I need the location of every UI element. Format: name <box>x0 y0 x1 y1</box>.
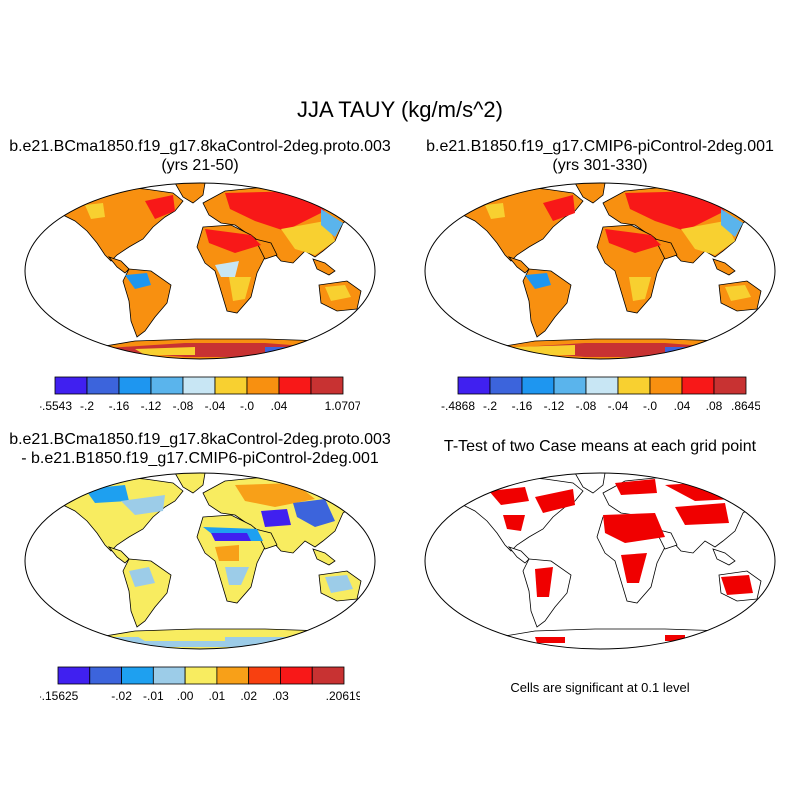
colorbar-swatch <box>54 376 88 395</box>
colorbar-swatch <box>214 376 248 395</box>
colorbar-swatch <box>280 666 313 685</box>
colorbar-swatch <box>150 376 184 395</box>
difference-colorbar: -.15625 -.02 -.01 .00 .01 .02 .03 .20619 <box>40 666 360 703</box>
colorbar-swatch <box>89 666 122 685</box>
colorbar-tick-label: .03 <box>272 689 289 703</box>
colorbar-tick-label: .04 <box>271 399 288 413</box>
difference-panel-title: b.e21.BCma1850.f19_g17.8kaControl-2deg.p… <box>5 430 395 468</box>
colorbar-swatch <box>184 666 218 685</box>
colorbar-tick-label: .20619 <box>326 689 360 703</box>
colorbar-tick-label: -.2 <box>80 399 94 413</box>
colorbar-tick-label: -.04 <box>608 399 629 413</box>
colorbar-swatch <box>86 376 120 395</box>
case-map <box>24 182 376 360</box>
difference-title-line2: - b.e21.B1850.f19_g17.CMIP6-piControl-2d… <box>21 450 379 467</box>
colorbar-swatch <box>681 376 715 395</box>
colorbar-swatch <box>457 376 491 395</box>
control-panel-title: b.e21.B1850.f19_g17.CMIP6-piControl-2deg… <box>405 137 795 175</box>
colorbar-swatch <box>118 376 152 395</box>
case-colorbar: -.5543 -.2 -.16 -.12 -.08 -.04 -.0 .04 1.0707 <box>40 376 360 413</box>
difference-title-line1: b.e21.BCma1850.f19_g17.8kaControl-2deg.p… <box>9 431 391 448</box>
colorbar-swatch <box>248 666 281 685</box>
colorbar-swatch <box>57 666 91 685</box>
colorbar-swatch <box>216 666 250 685</box>
figure-title: JJA TAUY (kg/m/s^2) <box>297 97 503 122</box>
colorbar-swatch <box>246 376 280 395</box>
colorbar-swatch <box>152 666 186 685</box>
colorbar-swatch <box>713 376 747 395</box>
control-title-line1: b.e21.B1850.f19_g17.CMIP6-piControl-2deg… <box>426 138 774 155</box>
colorbar-swatch <box>121 666 154 685</box>
colorbar-swatch <box>617 376 651 395</box>
colorbar-swatch <box>489 376 523 395</box>
colorbar-tick-label: -.2 <box>483 399 497 413</box>
colorbar-swatch <box>521 376 555 395</box>
colorbar-tick-label: -.16 <box>512 399 533 413</box>
difference-map <box>24 472 376 650</box>
ttest-note: Cells are significant at 0.1 level <box>510 680 690 695</box>
case-title-line1: b.e21.BCma1850.f19_g17.8kaControl-2deg.p… <box>9 138 391 155</box>
colorbar-tick-label: -.12 <box>544 399 565 413</box>
case-title-line2: (yrs 21-50) <box>161 157 239 174</box>
colorbar-tick-label: .8645 <box>731 399 760 413</box>
colorbar-swatch <box>585 376 619 395</box>
colorbar-tick-label: -.08 <box>576 399 597 413</box>
control-map <box>424 182 776 360</box>
colorbar-tick-label: .00 <box>177 689 194 703</box>
colorbar-tick-label: -.02 <box>111 689 132 703</box>
colorbar-tick-label: 1.0707 <box>325 399 360 413</box>
colorbar-tick-label: .08 <box>706 399 723 413</box>
colorbar-swatch <box>649 376 683 395</box>
colorbar-tick-label: .04 <box>674 399 691 413</box>
control-title-line2: (yrs 301-330) <box>552 157 648 174</box>
ttest-title-line1: T-Test of two Case means at each grid po… <box>443 438 757 455</box>
colorbar-swatch <box>310 376 344 395</box>
ttest-map <box>424 472 776 650</box>
colorbar-tick-label: -.0 <box>240 399 254 413</box>
colorbar-tick-label: -.5543 <box>40 399 72 413</box>
colorbar-tick-label: -.08 <box>173 399 194 413</box>
colorbar-tick-label: -.01 <box>143 689 164 703</box>
colorbar-tick-label: -.15625 <box>40 689 79 703</box>
colorbar-tick-label: .01 <box>209 689 226 703</box>
colorbar-swatch <box>311 666 345 685</box>
colorbar-swatch <box>553 376 587 395</box>
colorbar-tick-label: -.16 <box>109 399 130 413</box>
colorbar-swatch <box>278 376 312 395</box>
control-colorbar: -.4868 -.2 -.16 -.12 -.08 -.04 -.0 .04 .08 .8645 <box>441 376 760 413</box>
case-panel-title: b.e21.BCma1850.f19_g17.8kaControl-2deg.p… <box>5 137 395 175</box>
colorbar-tick-label: -.12 <box>141 399 162 413</box>
ttest-panel-title: T-Test of two Case means at each grid po… <box>405 437 795 456</box>
colorbar-tick-label: -.4868 <box>441 399 475 413</box>
colorbar-swatch <box>182 376 216 395</box>
colorbar-tick-label: -.04 <box>205 399 226 413</box>
colorbar-tick-label: .02 <box>240 689 257 703</box>
colorbar-tick-label: -.0 <box>643 399 657 413</box>
